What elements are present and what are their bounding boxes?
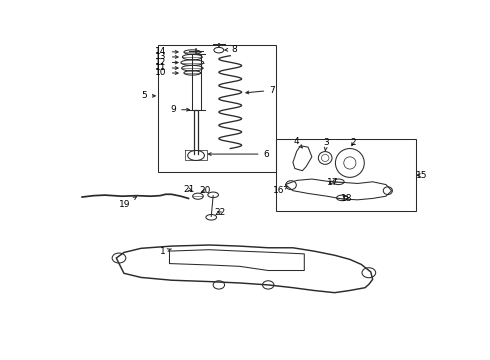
Text: 9: 9 (171, 105, 190, 114)
Text: 7: 7 (246, 86, 275, 95)
Text: 13: 13 (155, 52, 178, 61)
Text: 3: 3 (323, 139, 329, 150)
Text: 5: 5 (141, 91, 155, 100)
Text: 21: 21 (184, 185, 195, 194)
Bar (276, 139, 416, 211)
Text: 16: 16 (273, 186, 288, 195)
Text: 17: 17 (327, 178, 339, 187)
Text: 20: 20 (199, 186, 211, 195)
Text: 4: 4 (294, 137, 302, 148)
Text: 14: 14 (155, 47, 178, 56)
Text: 10: 10 (155, 68, 178, 77)
Text: 15: 15 (416, 171, 427, 180)
Text: 8: 8 (225, 45, 237, 54)
Text: 2: 2 (351, 138, 356, 147)
Text: 1: 1 (160, 247, 172, 256)
Text: 18: 18 (341, 194, 353, 203)
Text: 12: 12 (155, 58, 178, 67)
Bar (158, 45, 276, 172)
Text: 11: 11 (155, 63, 178, 72)
Text: 6: 6 (208, 150, 269, 158)
Text: 22: 22 (214, 208, 225, 217)
Text: 19: 19 (119, 197, 136, 209)
